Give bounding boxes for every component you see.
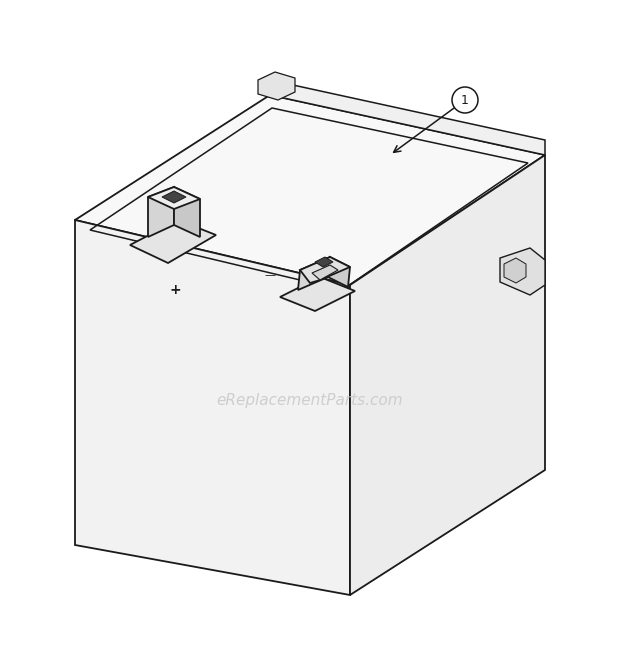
Polygon shape bbox=[300, 257, 350, 283]
Polygon shape bbox=[148, 187, 200, 209]
Polygon shape bbox=[298, 257, 330, 290]
Polygon shape bbox=[258, 72, 295, 100]
Polygon shape bbox=[350, 155, 545, 595]
Polygon shape bbox=[312, 265, 338, 280]
Polygon shape bbox=[315, 257, 333, 267]
Text: 1: 1 bbox=[461, 93, 469, 106]
Circle shape bbox=[452, 87, 478, 113]
Polygon shape bbox=[270, 80, 545, 155]
Polygon shape bbox=[162, 191, 186, 203]
Polygon shape bbox=[500, 248, 545, 295]
Polygon shape bbox=[130, 220, 216, 263]
Polygon shape bbox=[280, 277, 355, 311]
Polygon shape bbox=[75, 220, 350, 595]
Text: —: — bbox=[265, 270, 275, 280]
Polygon shape bbox=[504, 258, 526, 283]
Polygon shape bbox=[148, 187, 174, 237]
Text: eReplacementParts.com: eReplacementParts.com bbox=[216, 393, 404, 408]
Polygon shape bbox=[328, 257, 350, 287]
Polygon shape bbox=[75, 95, 545, 285]
Polygon shape bbox=[174, 187, 200, 237]
Text: +: + bbox=[169, 283, 181, 297]
